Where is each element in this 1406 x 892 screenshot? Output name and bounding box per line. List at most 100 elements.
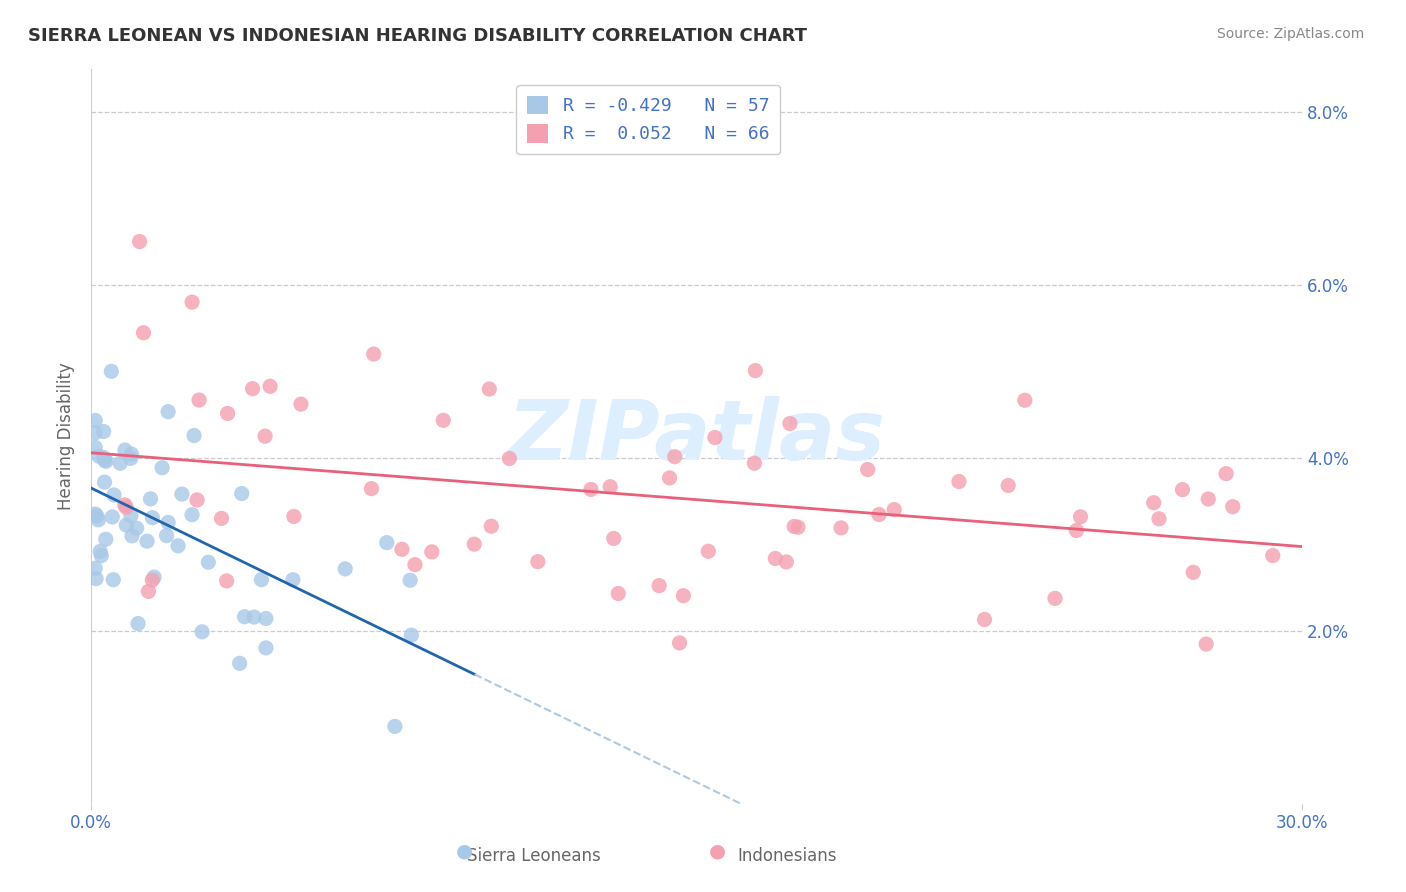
Point bbox=[186, 493, 208, 508]
Text: Indonesians: Indonesians bbox=[738, 847, 837, 865]
Point bbox=[254, 640, 277, 655]
Point bbox=[1069, 509, 1091, 524]
Point bbox=[744, 456, 766, 470]
Point bbox=[139, 491, 162, 506]
Point bbox=[84, 413, 107, 427]
Point bbox=[120, 447, 142, 461]
Point bbox=[1014, 393, 1036, 408]
Point bbox=[228, 657, 250, 671]
Point bbox=[973, 612, 995, 626]
Point bbox=[231, 486, 253, 500]
Point bbox=[250, 573, 273, 587]
Point bbox=[399, 574, 422, 588]
Point bbox=[779, 417, 801, 431]
Point bbox=[744, 364, 766, 378]
Point bbox=[181, 295, 204, 310]
Point bbox=[211, 511, 233, 525]
Point bbox=[1261, 549, 1284, 563]
Text: ZIPatlas: ZIPatlas bbox=[508, 396, 886, 476]
Point bbox=[110, 456, 132, 470]
Point bbox=[114, 498, 136, 512]
Point bbox=[115, 518, 138, 533]
Point bbox=[233, 609, 256, 624]
Point bbox=[259, 379, 281, 393]
Point bbox=[94, 533, 117, 547]
Point bbox=[603, 532, 626, 546]
Point bbox=[463, 537, 485, 551]
Point bbox=[157, 516, 180, 530]
Point bbox=[856, 462, 879, 476]
Point bbox=[197, 555, 219, 569]
Point bbox=[89, 544, 111, 558]
Point bbox=[93, 453, 115, 467]
Point bbox=[664, 450, 686, 464]
Point bbox=[1171, 483, 1194, 497]
Text: ●: ● bbox=[709, 842, 725, 861]
Point bbox=[391, 542, 413, 557]
Point bbox=[283, 509, 305, 524]
Point bbox=[763, 551, 786, 566]
Point bbox=[120, 451, 142, 466]
Point bbox=[997, 478, 1019, 492]
Point bbox=[658, 471, 681, 485]
Point bbox=[120, 508, 142, 523]
Point bbox=[157, 405, 180, 419]
Point bbox=[775, 555, 797, 569]
Point bbox=[84, 572, 107, 586]
Text: Source: ZipAtlas.com: Source: ZipAtlas.com bbox=[1216, 27, 1364, 41]
Point bbox=[143, 570, 166, 584]
Point bbox=[254, 611, 277, 625]
Point bbox=[363, 347, 385, 361]
Point bbox=[84, 440, 107, 454]
Point bbox=[420, 545, 443, 559]
Point bbox=[1222, 500, 1244, 514]
Point bbox=[121, 529, 143, 543]
Point bbox=[215, 574, 238, 588]
Point bbox=[404, 558, 426, 572]
Point bbox=[101, 510, 124, 524]
Point bbox=[86, 509, 108, 524]
Point bbox=[384, 719, 406, 733]
Point bbox=[127, 616, 149, 631]
Point bbox=[170, 487, 193, 501]
Point bbox=[183, 428, 205, 442]
Point bbox=[136, 534, 159, 549]
Point bbox=[1066, 524, 1088, 538]
Point bbox=[375, 535, 398, 549]
Point bbox=[93, 450, 115, 465]
Point bbox=[672, 589, 695, 603]
Point bbox=[527, 555, 550, 569]
Point bbox=[94, 454, 117, 468]
Point bbox=[103, 488, 125, 502]
Point bbox=[93, 425, 115, 439]
Point bbox=[100, 364, 122, 378]
Point bbox=[281, 573, 304, 587]
Point bbox=[783, 519, 806, 533]
Point bbox=[150, 460, 173, 475]
Point bbox=[141, 510, 163, 524]
Legend: R = -0.429   N = 57, R =  0.052   N = 66: R = -0.429 N = 57, R = 0.052 N = 66 bbox=[516, 85, 780, 154]
Point bbox=[138, 584, 160, 599]
Point bbox=[132, 326, 155, 340]
Point bbox=[1215, 467, 1237, 481]
Point bbox=[1043, 591, 1066, 606]
Text: SIERRA LEONEAN VS INDONESIAN HEARING DISABILITY CORRELATION CHART: SIERRA LEONEAN VS INDONESIAN HEARING DIS… bbox=[28, 27, 807, 45]
Point bbox=[599, 480, 621, 494]
Point bbox=[579, 483, 602, 497]
Point bbox=[128, 235, 150, 249]
Point bbox=[787, 520, 810, 534]
Point bbox=[242, 382, 264, 396]
Point bbox=[115, 500, 138, 515]
Point bbox=[254, 429, 277, 443]
Point bbox=[217, 407, 239, 421]
Point bbox=[883, 502, 905, 516]
Point bbox=[84, 561, 107, 575]
Point bbox=[335, 562, 357, 576]
Point bbox=[830, 521, 852, 535]
Point bbox=[103, 573, 125, 587]
Point bbox=[401, 628, 423, 642]
Point bbox=[478, 382, 501, 396]
Point bbox=[181, 508, 204, 522]
Point bbox=[360, 482, 382, 496]
Point bbox=[648, 579, 671, 593]
